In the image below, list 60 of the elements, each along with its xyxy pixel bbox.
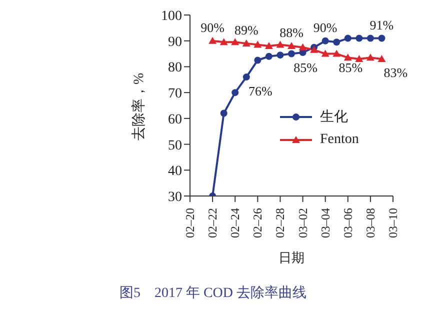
point [288,50,295,58]
x-tick-label: 02–26 [250,208,265,238]
x-tick-label: 03–04 [318,208,332,238]
y-tick-label: 30 [168,190,182,205]
point [208,36,217,44]
point [322,37,329,44]
y-tick-label: 70 [168,86,182,102]
y-tick-label: 60 [168,112,182,128]
point [356,34,363,42]
annotation: 90% [313,20,338,35]
point [264,42,273,50]
point [366,34,374,42]
annotation: 76% [248,83,272,98]
point [232,89,239,96]
point [276,52,284,59]
annotation: 83% [384,65,408,80]
point [332,50,341,57]
annotation: 90% [200,20,225,35]
x-tick-label: 02–22 [206,208,220,238]
point [298,43,307,50]
point [220,38,228,46]
y-tick-label: 90 [168,34,182,50]
point [344,54,352,61]
point [242,74,250,81]
point [366,54,374,61]
x-tick-label: 03–10 [386,208,400,238]
y-tick-label: 50 [168,138,182,154]
point [288,42,296,50]
y-tick-label: 80 [168,60,182,76]
x-tick-label: 02–20 [183,208,197,238]
point [333,38,340,46]
y-tick-label: 100 [161,8,182,24]
y-axis-title: 去除率，% [130,72,147,140]
annotation: 85% [294,60,318,76]
point [242,39,250,46]
point [265,52,272,60]
point [254,40,262,48]
point [378,34,386,42]
point [254,56,262,64]
point [276,40,284,48]
caption: 图5 2017 年 COD 去除率曲线 [118,284,308,302]
x-tick-label: 03–02 [296,208,310,238]
x-tick-label: 02–28 [273,208,288,238]
annotation: 85% [338,60,363,76]
legend-label: Fenton [320,132,359,148]
y-tick-label: 40 [168,164,182,180]
x-tick-label: 03–06 [340,208,355,238]
point [321,50,330,57]
annotation: 89% [234,22,258,38]
x-tick-label: 03–08 [363,208,378,238]
point [378,54,386,62]
x-tick-label: 02–24 [228,208,242,238]
point [355,54,364,62]
annotation: 88% [280,25,304,40]
point [220,110,228,117]
x-axis-title: 日期 [278,250,304,265]
point [231,38,240,46]
annotation: 91% [370,17,394,32]
point [344,34,352,42]
legend-label: 生化 [320,108,348,126]
